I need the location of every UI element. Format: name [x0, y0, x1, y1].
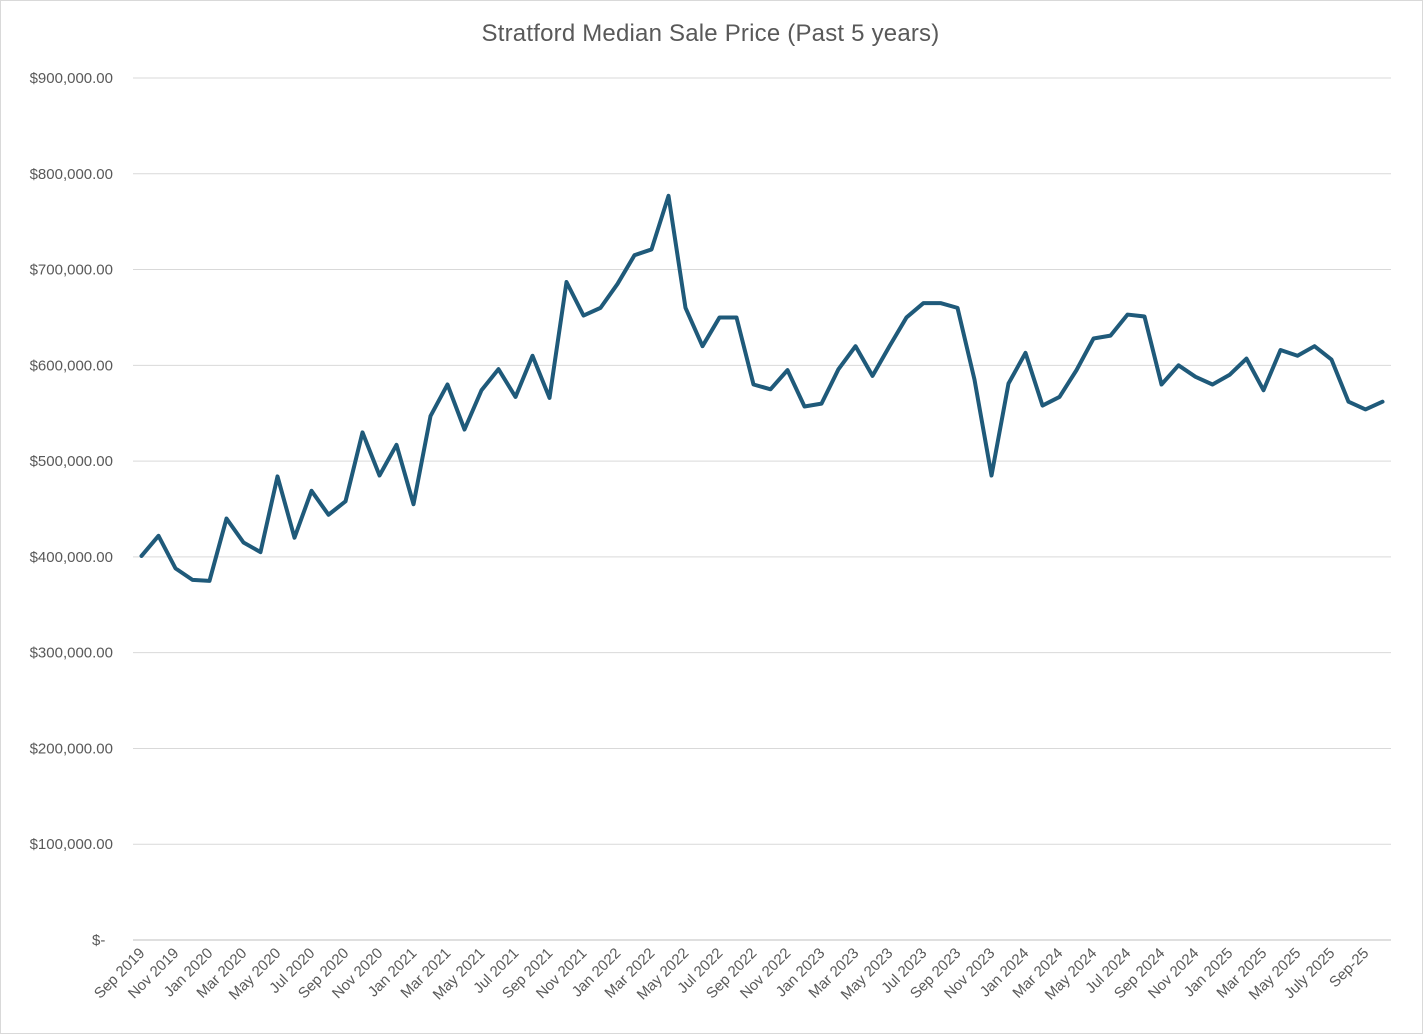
y-tick-label: $- — [92, 932, 105, 949]
series-line — [139, 193, 1385, 583]
y-axis-ticks: $- $100,000.00 $200,000.00 $300,000.00 $400,… — [30, 70, 113, 949]
data-point — [990, 473, 994, 477]
data-point — [616, 282, 620, 286]
data-point — [735, 315, 739, 319]
data-point — [684, 306, 688, 310]
data-point — [1092, 337, 1096, 341]
data-point — [786, 368, 790, 372]
data-point — [344, 499, 348, 503]
y-tick-label: $200,000.00 — [30, 740, 113, 757]
chart-title: Stratford Median Sale Price (Past 5 year… — [481, 20, 940, 47]
data-point — [1160, 382, 1164, 386]
data-point — [837, 367, 841, 371]
data-point — [1075, 368, 1079, 372]
data-point — [1024, 351, 1028, 355]
data-point — [531, 354, 535, 358]
data-point — [548, 396, 552, 400]
data-point — [667, 194, 671, 198]
gridlines — [133, 77, 1391, 941]
data-point — [395, 443, 399, 447]
data-point — [1381, 400, 1385, 404]
series-layer — [139, 193, 1385, 583]
data-point — [1279, 348, 1283, 352]
y-tick-label: $600,000.00 — [30, 357, 113, 374]
data-point — [820, 402, 824, 406]
data-point — [1313, 344, 1317, 348]
data-point — [514, 395, 518, 399]
data-point — [1330, 358, 1334, 362]
data-point — [242, 541, 246, 545]
data-point — [769, 387, 773, 391]
data-point — [565, 280, 569, 284]
data-point — [1126, 313, 1130, 317]
y-tick-label: $300,000.00 — [30, 645, 113, 662]
data-point — [1211, 382, 1215, 386]
data-point — [1109, 334, 1113, 338]
data-point — [174, 566, 178, 570]
data-point — [157, 534, 161, 538]
data-point — [1007, 382, 1011, 386]
y-tick-label: $800,000.00 — [30, 166, 113, 183]
data-point — [752, 382, 756, 386]
data-point — [259, 550, 263, 554]
data-point — [225, 517, 229, 521]
data-point — [1058, 395, 1062, 399]
y-tick-label: $700,000.00 — [30, 262, 113, 279]
data-point — [956, 306, 960, 310]
data-point — [446, 382, 450, 386]
data-point — [633, 253, 637, 257]
data-point — [939, 301, 943, 305]
data-point — [140, 554, 144, 558]
data-point — [497, 367, 501, 371]
data-point — [1228, 373, 1232, 377]
data-point — [208, 579, 212, 583]
data-point — [803, 405, 807, 409]
data-point — [905, 315, 909, 319]
data-point — [1245, 357, 1249, 361]
data-point — [973, 378, 977, 382]
data-point — [1143, 314, 1147, 318]
data-point — [1194, 375, 1198, 379]
y-tick-label: $500,000.00 — [30, 453, 113, 470]
data-point — [463, 428, 467, 432]
data-point — [871, 374, 875, 378]
data-point — [922, 301, 926, 305]
data-point — [701, 344, 705, 348]
data-point — [650, 247, 654, 251]
data-point — [480, 388, 484, 392]
data-point — [1177, 363, 1181, 367]
data-point — [1364, 407, 1368, 411]
data-point — [429, 414, 433, 418]
y-tick-label: $100,000.00 — [30, 836, 113, 853]
y-tick-label: $400,000.00 — [30, 549, 113, 566]
data-point — [582, 314, 586, 318]
data-point — [361, 430, 365, 434]
data-point — [1262, 388, 1266, 392]
data-point — [888, 344, 892, 348]
data-point — [1347, 400, 1351, 404]
data-point — [276, 474, 280, 478]
data-point — [412, 502, 416, 506]
data-point — [1041, 404, 1045, 408]
data-point — [378, 473, 382, 477]
data-point — [599, 306, 603, 310]
data-point — [293, 536, 297, 540]
y-tick-label: $900,000.00 — [30, 70, 113, 87]
data-point — [1296, 354, 1300, 358]
data-point — [310, 489, 314, 493]
data-point — [718, 315, 722, 319]
data-point — [191, 578, 195, 582]
data-point — [327, 513, 331, 517]
data-point — [854, 344, 858, 348]
